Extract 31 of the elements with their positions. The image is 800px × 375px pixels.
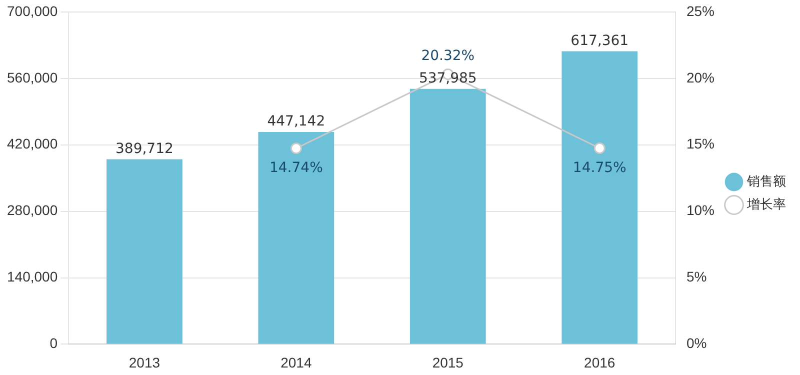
y-tick-label: 0 bbox=[50, 335, 58, 352]
x-tick-label: 2013 bbox=[128, 354, 160, 370]
y2-tick-label: 25% bbox=[686, 2, 715, 19]
y-tick-label: 420,000 bbox=[6, 136, 58, 152]
y2-tick-label: 10% bbox=[686, 202, 715, 218]
bar bbox=[562, 51, 638, 344]
data-label: 389,712 bbox=[116, 140, 174, 157]
x-tick-label: 2016 bbox=[584, 354, 616, 370]
legend-label: 销售额 bbox=[746, 174, 786, 189]
y2-tick-label: 5% bbox=[686, 268, 707, 285]
bar bbox=[410, 88, 486, 344]
legend-label: 增长率 bbox=[746, 196, 786, 212]
y-tick-label: 280,000 bbox=[6, 202, 58, 218]
x-tick-label: 2014 bbox=[280, 354, 312, 370]
point bbox=[290, 142, 302, 154]
data-label: 14.74% bbox=[269, 160, 323, 176]
y-tick-label: 140,000 bbox=[6, 268, 58, 285]
data-label: 14.75% bbox=[572, 160, 626, 176]
y2-tick-label: 0% bbox=[686, 335, 707, 352]
bar bbox=[258, 132, 334, 344]
point bbox=[594, 142, 606, 154]
y-tick-label: 700,000 bbox=[6, 2, 58, 19]
data-label: 20.32% bbox=[421, 48, 475, 64]
data-label: 447,142 bbox=[267, 114, 326, 130]
y-tick-label: 560,000 bbox=[6, 69, 58, 86]
data-label: 537,985 bbox=[418, 70, 477, 87]
bar bbox=[106, 159, 182, 344]
y2-tick-label: 15% bbox=[686, 136, 715, 152]
data-label: 617,361 bbox=[570, 32, 629, 49]
x-tick-label: 2015 bbox=[432, 354, 464, 370]
y2-tick-label: 20% bbox=[686, 69, 715, 86]
